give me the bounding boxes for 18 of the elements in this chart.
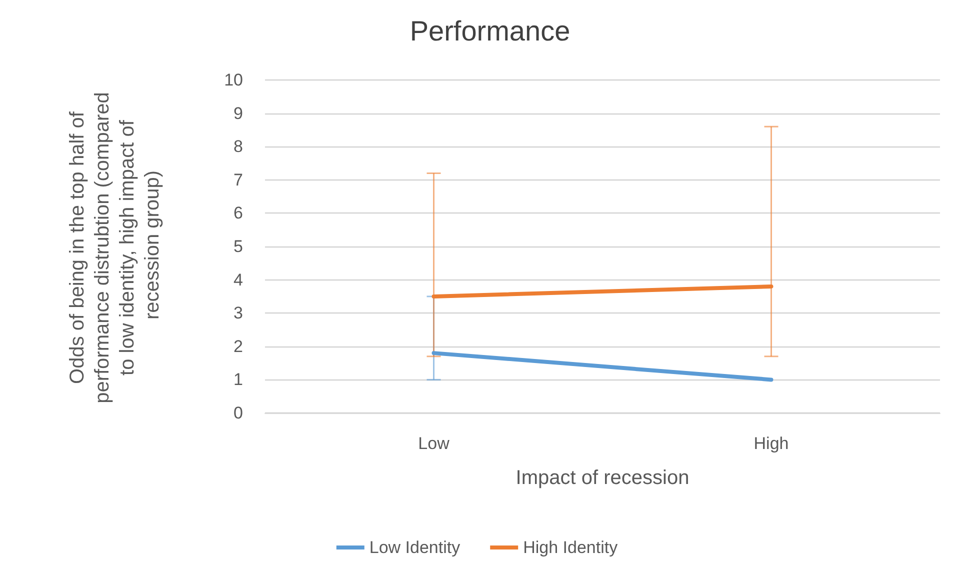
y-tick-label: 5 <box>234 237 243 256</box>
legend-label: High Identity <box>523 538 618 557</box>
y-tick-label: 1 <box>234 370 243 390</box>
x-axis-title: Impact of recession <box>516 467 690 489</box>
x-tick-label: Low <box>418 434 450 453</box>
y-tick-label: 6 <box>234 204 243 223</box>
y-tick-label: 0 <box>234 404 243 422</box>
y-tick-label: 2 <box>234 336 243 356</box>
x-tick-label: High <box>754 434 789 453</box>
y-tick-label: 10 <box>224 70 243 90</box>
legend-label: Low Identity <box>369 538 461 557</box>
chart-title: Performance <box>410 16 570 46</box>
y-axis-title: Odds of being in the top half of performance distrubtion (compared to low identity, high impact of recession group) <box>66 86 164 404</box>
y-tick-label: 4 <box>234 270 243 290</box>
y-tick-label: 3 <box>234 304 243 323</box>
y-tick-label: 7 <box>234 170 243 190</box>
y-tick-label: 9 <box>234 104 243 123</box>
y-tick-label: 8 <box>234 137 243 156</box>
